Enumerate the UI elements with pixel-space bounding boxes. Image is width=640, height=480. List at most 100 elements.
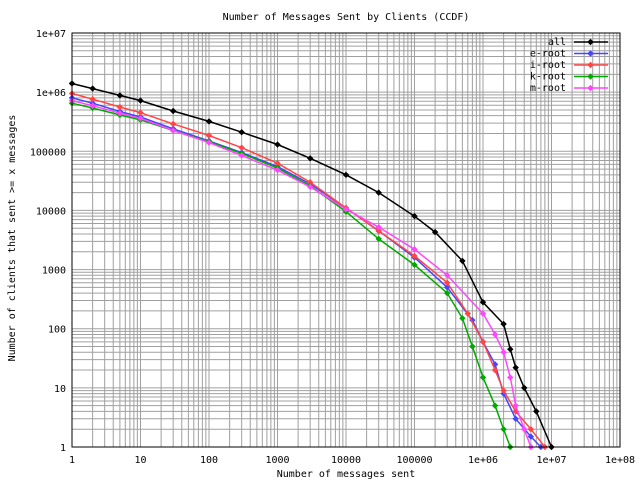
y-tick-label: 1e+07 [36, 29, 66, 40]
data-point [507, 346, 514, 353]
x-tick-label: 100000 [396, 455, 432, 466]
data-point [500, 425, 507, 433]
data-point [342, 205, 350, 213]
series-m-root [68, 97, 535, 451]
data-point [479, 299, 487, 306]
data-point [500, 387, 507, 394]
data-point [459, 315, 466, 322]
axis-ticks: 1 10 100 1000 10000 100000 1e+06 1e+07 1e+08 1 10 1… [30, 29, 635, 466]
legend-label: k-root [530, 72, 566, 83]
x-tick-label: 1 [69, 455, 75, 466]
data-point [491, 331, 499, 338]
legend-marker [587, 61, 594, 69]
data-point [116, 110, 124, 117]
y-tick-label: 1 [60, 443, 66, 454]
data-point [521, 425, 528, 433]
series-all [68, 80, 555, 451]
data-point [306, 183, 314, 191]
legend-marker [587, 73, 594, 80]
x-axis-label: Number of messages sent [277, 469, 415, 480]
y-tick-label: 100 [48, 325, 66, 336]
data-point [521, 384, 528, 392]
data-point [205, 118, 213, 125]
data-point [137, 109, 144, 116]
data-point [89, 102, 96, 109]
x-tick-label: 1e+07 [536, 455, 566, 466]
data-point [274, 166, 281, 174]
data-point [431, 228, 439, 236]
data-point [137, 97, 144, 104]
data-point [169, 127, 177, 134]
legend-label: i-root [530, 60, 566, 71]
data-point [459, 257, 466, 265]
data-point [479, 374, 487, 381]
data-point [238, 152, 245, 159]
grid [71, 33, 620, 448]
data-point [89, 85, 96, 92]
plot-frame [71, 32, 621, 448]
data-point [375, 189, 382, 196]
y-axis-label: Number of clients that sent >= x message… [7, 115, 18, 362]
data-point [411, 212, 418, 220]
data-point [507, 374, 514, 381]
data-point [274, 159, 281, 167]
x-tick-label: 100 [200, 455, 218, 466]
y-tick-label: 10 [54, 384, 66, 395]
data-point [479, 338, 487, 346]
data-point [306, 155, 314, 162]
data-point [469, 343, 476, 350]
data-point [479, 310, 487, 317]
chart-title: Number of Messages Sent by Clients (CCDF… [223, 12, 470, 23]
x-tick-label: 10000 [331, 455, 361, 466]
legend-label: m-root [530, 83, 566, 94]
data-point [169, 120, 177, 128]
legend-marker [587, 38, 594, 46]
data-point [411, 246, 418, 253]
data-point [443, 272, 451, 279]
y-tick-label: 100000 [30, 147, 66, 158]
legend-label: all [548, 37, 566, 48]
data-point [533, 408, 540, 415]
data-point [342, 171, 350, 179]
data-point [500, 320, 507, 328]
data-point [137, 115, 144, 122]
data-point [89, 95, 96, 103]
data-point [375, 224, 382, 231]
data-point [375, 235, 382, 243]
data-point [116, 92, 124, 99]
data-point [491, 361, 499, 368]
data-point [411, 261, 418, 269]
data-point [464, 310, 472, 317]
data-point [512, 415, 519, 422]
data-point [238, 144, 245, 151]
data-point [491, 402, 499, 409]
series-group [68, 80, 555, 451]
data-point [527, 425, 535, 433]
data-point [411, 252, 418, 260]
legend-marker [587, 50, 594, 57]
y-tick-label: 1000 [42, 266, 66, 277]
series-i-root [68, 90, 549, 451]
x-tick-label: 1e+06 [468, 455, 498, 466]
y-tick-label: 10000 [36, 206, 66, 217]
data-point [500, 349, 507, 356]
series-line [71, 92, 546, 448]
series-line [71, 99, 532, 448]
data-point [169, 107, 177, 115]
data-point [527, 433, 535, 440]
data-point [512, 364, 519, 371]
data-point [205, 139, 213, 146]
data-point [491, 366, 499, 374]
data-point [512, 402, 519, 409]
data-point [116, 103, 124, 111]
data-point [238, 129, 245, 136]
legend-label: e-root [530, 49, 566, 60]
data-point [205, 132, 213, 139]
y-tick-label: 1e+06 [36, 88, 66, 99]
x-tick-label: 10 [134, 455, 146, 466]
data-point [443, 279, 451, 286]
data-point [443, 289, 451, 297]
legend-marker [587, 84, 594, 92]
x-tick-label: 1e+08 [605, 455, 635, 466]
